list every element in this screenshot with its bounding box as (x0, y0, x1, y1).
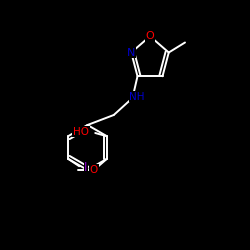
Text: O: O (146, 31, 154, 41)
Text: O: O (90, 165, 98, 175)
Text: NH: NH (129, 92, 145, 102)
Text: N: N (127, 48, 136, 58)
Text: HO: HO (73, 127, 89, 137)
Text: I: I (84, 161, 88, 174)
